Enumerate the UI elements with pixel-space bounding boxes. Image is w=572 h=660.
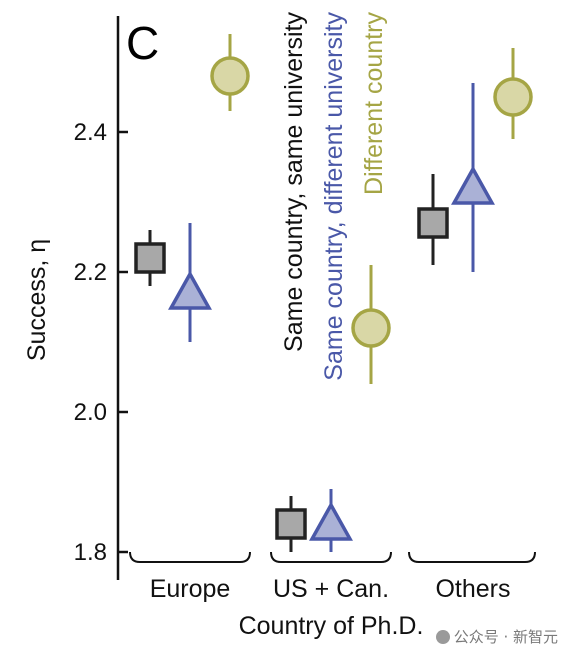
legend-label: Different country bbox=[360, 12, 388, 195]
y-axis-title: Success, η bbox=[23, 239, 51, 361]
x-tick-label: US + Can. bbox=[273, 575, 389, 603]
x-tick-label: Others bbox=[435, 575, 510, 603]
y-tick-label: 2.2 bbox=[74, 259, 107, 286]
legend-label: Same country, different university bbox=[320, 12, 348, 381]
circle-point bbox=[493, 77, 533, 117]
square-point bbox=[275, 508, 307, 540]
y-axis: 1.8 2.0 2.2 2.4 bbox=[74, 16, 128, 580]
legend: Same country, same university Same countr… bbox=[280, 12, 388, 381]
y-tick-label: 2.4 bbox=[74, 119, 107, 146]
x-tick-label: Europe bbox=[150, 575, 231, 603]
legend-label: Same country, same university bbox=[280, 12, 308, 352]
category-bracket bbox=[129, 551, 251, 563]
watermark-text: 公众号 · 新智元 bbox=[453, 628, 558, 646]
triangle-point bbox=[168, 270, 212, 310]
triangle-point bbox=[309, 501, 353, 541]
circle-point bbox=[351, 308, 391, 348]
triangle-point bbox=[451, 165, 495, 205]
circle-point bbox=[210, 56, 250, 96]
watermark: 公众号 · 新智元 bbox=[435, 626, 558, 647]
category-bracket bbox=[270, 551, 392, 563]
panel-label: C bbox=[126, 17, 159, 69]
y-tick-label: 2.0 bbox=[74, 399, 107, 426]
y-tick-label: 1.8 bbox=[74, 539, 107, 566]
square-point bbox=[134, 242, 166, 274]
data-marks bbox=[134, 34, 533, 552]
square-point bbox=[417, 207, 449, 239]
category-bracket bbox=[408, 551, 536, 563]
x-axis-title: Country of Ph.D. bbox=[239, 612, 424, 640]
wechat-icon bbox=[435, 630, 450, 644]
category-brackets: Europe US + Can. Others bbox=[129, 551, 536, 603]
